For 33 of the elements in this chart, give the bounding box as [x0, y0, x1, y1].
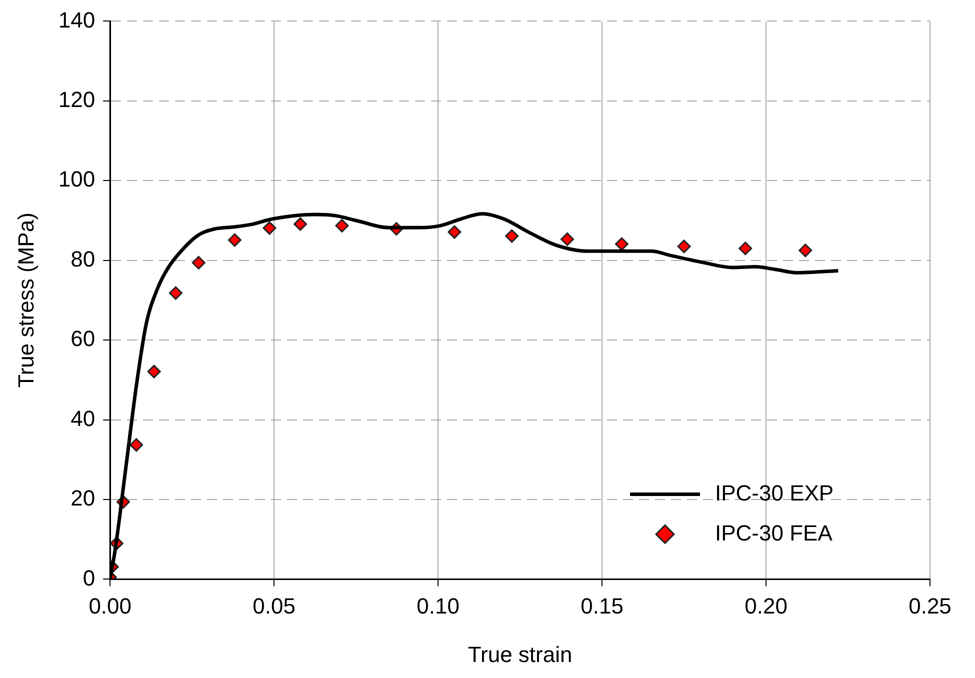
- point: [130, 438, 144, 452]
- point: [168, 286, 182, 300]
- point: [798, 244, 812, 258]
- x-tick-label: 0.10: [416, 593, 460, 618]
- x-tick-label: 0.25: [908, 593, 952, 618]
- x-tick-label: 0.05: [252, 593, 296, 618]
- point: [294, 217, 308, 231]
- y-tick-label: 60: [70, 326, 96, 352]
- x-tick-label: 0.20: [744, 593, 788, 618]
- point: [335, 218, 349, 232]
- y-tick-label: 100: [58, 166, 96, 192]
- point: [505, 229, 519, 243]
- y-tick-label: 120: [58, 86, 96, 112]
- point: [560, 232, 574, 246]
- x-axis-title: True strain: [468, 642, 572, 667]
- y-tick-label: 20: [70, 486, 96, 511]
- point: [448, 225, 462, 239]
- point: [262, 221, 276, 235]
- y-tick-label: 0: [82, 565, 96, 590]
- x-tick-label: 0.00: [88, 593, 132, 618]
- y-tick-label: 80: [70, 246, 96, 272]
- y-axis-title: True stress (MPa): [13, 212, 38, 388]
- legend-label: IPC-30 EXP: [715, 480, 834, 506]
- point: [614, 237, 628, 251]
- legend-label: IPC-30 FEA: [715, 520, 833, 546]
- y-tick-label: 140: [58, 7, 96, 32]
- point: [147, 364, 161, 378]
- y-tick-label: 40: [70, 406, 96, 431]
- point: [677, 240, 691, 254]
- point: [228, 233, 242, 247]
- point: [738, 242, 752, 256]
- point: [192, 256, 206, 270]
- x-tick-label: 0.15: [580, 593, 624, 618]
